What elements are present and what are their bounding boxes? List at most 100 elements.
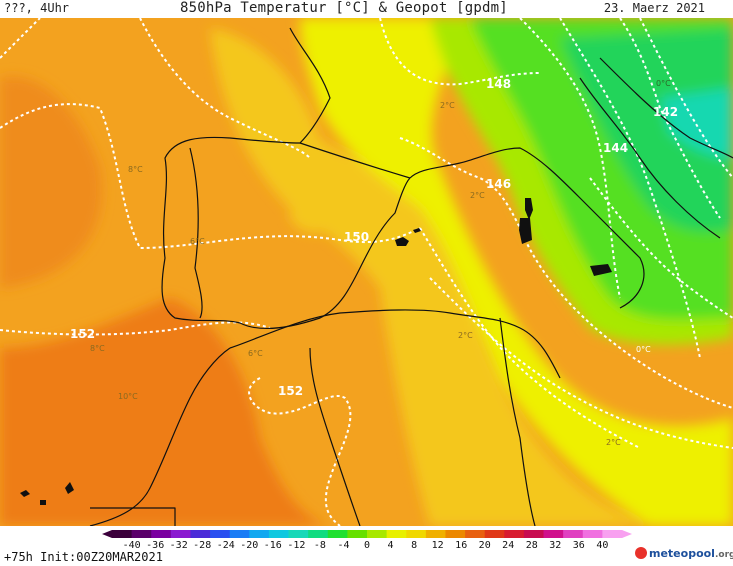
colorbar-swatch <box>406 530 427 538</box>
colorbar-swatch <box>563 530 584 538</box>
logo-icon <box>635 547 647 559</box>
colorbar-tick-label: -8 <box>314 540 326 548</box>
geopot-contour-e5 <box>589 177 733 319</box>
geopotential-labels: 148 142 144 146 150 152 152 <box>70 77 678 398</box>
label-temp-8c-morocco: 8°C <box>90 344 105 353</box>
meteopool-logo[interactable]: meteopool.org <box>635 547 733 565</box>
geopot-contour-e4 <box>519 227 733 409</box>
label-temp-6c-portugal: 6°C <box>190 237 205 246</box>
colorbar-swatch <box>523 530 544 538</box>
colorbar-tick-label: 12 <box>432 540 444 548</box>
coastlines <box>89 27 733 526</box>
islands <box>20 198 612 505</box>
logo-text: meteopool <box>649 547 715 560</box>
temp-field-shading <box>0 18 733 526</box>
island-sardinia <box>519 218 532 244</box>
colorbar-swatch <box>229 530 250 538</box>
coast-morocco-atlantic <box>89 347 231 526</box>
colorbar-tick-label: 20 <box>479 540 491 548</box>
colorbar-tick-label: -40 <box>123 540 141 548</box>
colorbar-arrow-low <box>102 530 112 538</box>
coast-france-atlantic <box>229 27 331 144</box>
temp-field-yellow <box>300 18 733 526</box>
temperature-labels: 2°C 8°C 6°C 2°C 8°C 6°C 2°C 10°C 0°C 2°C… <box>90 79 671 447</box>
coast-adriatic <box>579 77 721 239</box>
coast-north-africa <box>229 309 561 379</box>
temp-field-teal <box>660 88 733 158</box>
label-geopot-144: 144 <box>603 141 628 155</box>
geopot-contour-144 <box>519 18 621 299</box>
map-footer: -40 -36 -32 -28 -24 -20 -16 -12 -8 -4 0 4 8 12 16 20 24 2… <box>0 526 733 566</box>
label-temp-2c-med: 2°C <box>470 191 485 200</box>
coast-balkans <box>599 57 733 159</box>
map-title: 850hPa Temperatur [°C] & Geopot [gpdm] <box>180 0 508 16</box>
colorbar-tick-label: -12 <box>287 540 305 548</box>
border-spain-france <box>299 142 411 179</box>
label-temp-0c: 0°C <box>636 345 651 354</box>
colorbar-swatch <box>308 530 329 538</box>
colorbar-swatch <box>602 530 623 538</box>
colorbar-tick-label: -36 <box>146 540 164 548</box>
coast-iberia <box>161 136 411 330</box>
colorbar-tick-label: 24 <box>502 540 514 548</box>
label-temp-10c: 10°C <box>118 392 138 401</box>
temp-field-hot-west <box>0 76 102 288</box>
temp-field-mid <box>210 28 650 526</box>
label-temp-2c-libya: 2°C <box>606 438 621 447</box>
geopot-contour-e2 <box>419 227 641 449</box>
border-sw <box>90 507 176 526</box>
temperature-colorbar: -40 -36 -32 -28 -24 -20 -16 -12 -8 -4 0 4 8 12 16 20 24 2… <box>102 530 632 548</box>
colorbar-tick-label: 28 <box>526 540 538 548</box>
colorbar-swatch <box>249 530 270 538</box>
coast-italy <box>459 147 645 309</box>
label-temp-0c-alps: 0°C <box>656 79 671 88</box>
colorbar-swatch <box>386 530 407 538</box>
colorbar-tick-label: -20 <box>240 540 258 548</box>
island-corsica <box>525 198 533 220</box>
label-temp-6c-atlas: 6°C <box>248 349 263 358</box>
colorbar-ticks: -40 -36 -32 -28 -24 -20 -16 -12 -8 -4 0 4 8 12 16 20 24 2… <box>123 540 609 548</box>
colorbar-swatch <box>131 530 152 538</box>
label-geopot-152-west: 152 <box>70 327 95 341</box>
island-canary-3 <box>40 500 46 505</box>
border-algeria-tunisia <box>499 317 536 526</box>
colorbar-swatch <box>484 530 505 538</box>
colorbar-tick-label: 0 <box>364 540 370 548</box>
label-geopot-142: 142 <box>653 105 678 119</box>
valid-date: 23. Maerz 2021 <box>603 1 705 15</box>
colorbar-swatch <box>582 530 603 538</box>
colorbar-tick-label: -32 <box>170 540 188 548</box>
colorbar-arrow-high <box>622 530 632 538</box>
colorbar-swatch <box>347 530 368 538</box>
border-spain-portugal <box>189 147 203 319</box>
colorbar-swatch <box>425 530 446 538</box>
colorbar-swatch <box>210 530 231 538</box>
label-geopot-150: 150 <box>344 230 369 244</box>
colorbar-tick-label: 16 <box>455 540 467 548</box>
geopotential-contours <box>0 18 733 526</box>
logo-suffix: .org <box>714 550 733 560</box>
colorbar-swatches <box>102 530 632 538</box>
island-canary-1 <box>20 490 30 497</box>
island-canary-2 <box>65 482 74 494</box>
geopot-contour-150-b <box>139 18 311 159</box>
forecast-step-label: ???, 4Uhr <box>4 1 70 15</box>
island-sicily <box>590 264 612 276</box>
colorbar-swatch <box>465 530 486 538</box>
geopot-contour-142 <box>619 18 721 219</box>
colorbar-swatch <box>170 530 191 538</box>
geopot-contour-152 <box>0 321 271 336</box>
label-geopot-148: 148 <box>486 77 511 91</box>
coast-mediterranean-france <box>409 162 461 179</box>
geopot-contour-146 <box>399 137 521 229</box>
label-temp-8c: 8°C <box>128 165 143 174</box>
geopot-contour-e6 <box>639 18 733 179</box>
colorbar-swatch <box>327 530 348 538</box>
border-algeria-morocco <box>309 347 361 526</box>
weather-map: 148 142 144 146 150 152 152 2°C 8°C 6°C … <box>0 18 733 526</box>
colorbar-swatch <box>190 530 211 538</box>
colorbar-swatch <box>445 530 466 538</box>
colorbar-swatch <box>288 530 309 538</box>
colorbar-swatch <box>504 530 525 538</box>
colorbar-tick-label: -16 <box>264 540 282 548</box>
